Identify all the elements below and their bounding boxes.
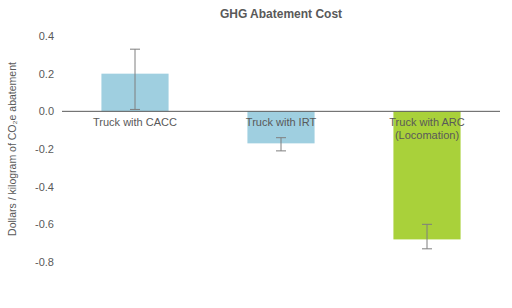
error-cap bbox=[422, 248, 432, 249]
error-cap bbox=[422, 224, 432, 225]
category-label-line: Truck with IRT bbox=[246, 116, 317, 128]
error-stem bbox=[427, 224, 428, 248]
category-label-line: (Locomation) bbox=[395, 129, 459, 141]
category-label-line: Truck with ARC bbox=[389, 116, 464, 128]
category-label: Truck with IRT bbox=[246, 116, 317, 128]
y-tick-label: 0.2 bbox=[39, 68, 54, 80]
error-cap bbox=[276, 150, 286, 151]
error-cap bbox=[276, 137, 286, 138]
error-bar bbox=[276, 138, 286, 151]
category-label: Truck with CACC bbox=[93, 116, 177, 128]
error-cap bbox=[130, 49, 140, 50]
y-tick-label: -0.8 bbox=[35, 256, 54, 268]
y-tick-label: -0.2 bbox=[35, 143, 54, 155]
category-label-line: Truck with CACC bbox=[93, 116, 177, 128]
error-stem bbox=[135, 49, 136, 109]
chart: GHG Abatement Cost Dollars / kilogram of … bbox=[0, 0, 512, 308]
title: GHG Abatement Cost bbox=[220, 7, 342, 21]
category-label: Truck with ARC(Locomation) bbox=[389, 116, 464, 141]
y-tick-label: -0.4 bbox=[35, 181, 54, 193]
zero-axis bbox=[62, 111, 500, 112]
y-tick-label: 0.4 bbox=[39, 30, 54, 42]
y-tick-label: 0.0 bbox=[39, 105, 54, 117]
error-bar bbox=[422, 224, 432, 248]
bars bbox=[101, 49, 460, 249]
error-bar bbox=[130, 49, 140, 109]
bar bbox=[393, 111, 460, 239]
error-cap bbox=[130, 109, 140, 110]
error-stem bbox=[281, 138, 282, 151]
y-tick-label: -0.6 bbox=[35, 218, 54, 230]
y-axis-label: Dollars / kilogram of CO₂e abatement bbox=[6, 62, 18, 236]
